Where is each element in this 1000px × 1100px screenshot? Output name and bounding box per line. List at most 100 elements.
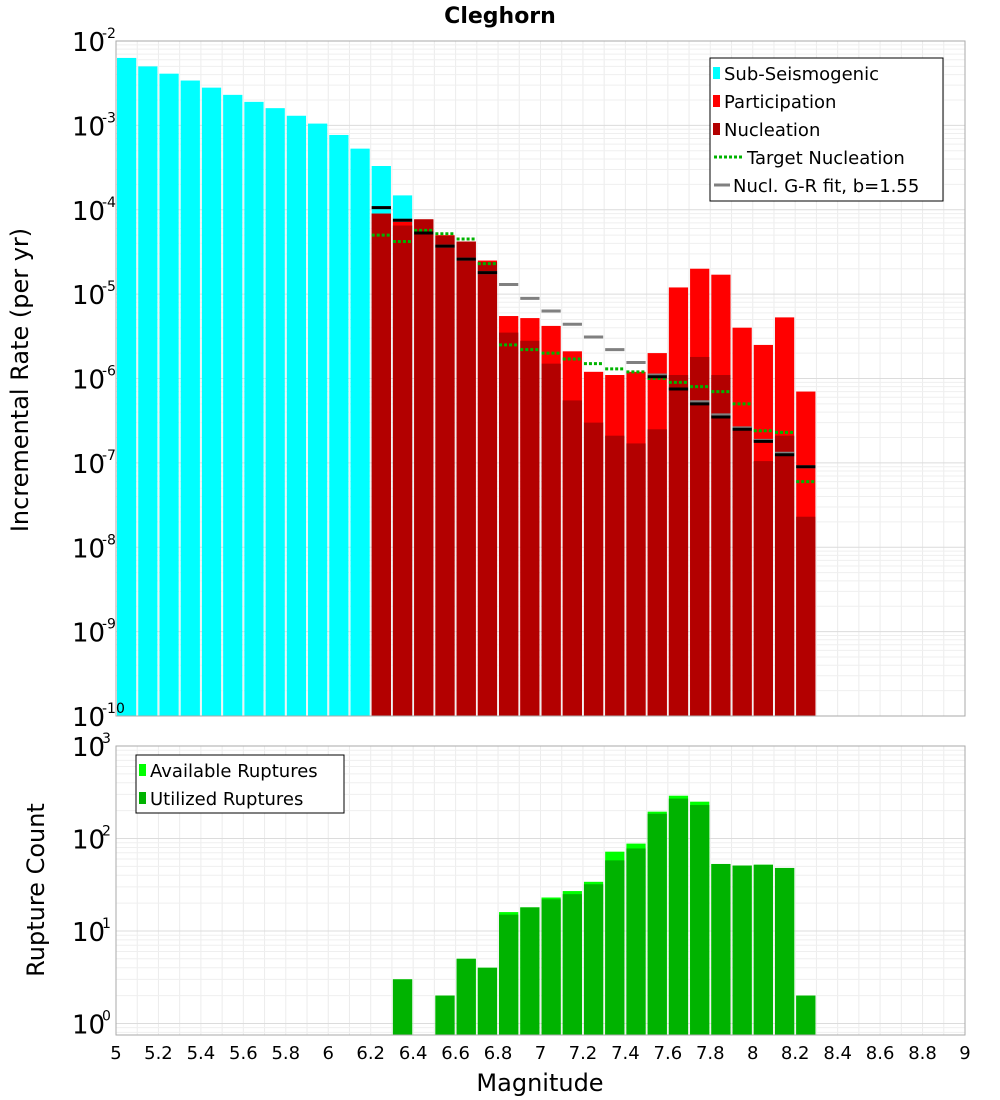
x-tick-label: 6 [323,1043,334,1064]
bar-sub-seismogenic [329,134,349,717]
bar-sub-seismogenic [244,101,264,716]
y-tick-label-base: 10 [72,28,105,58]
bar-utilized-ruptures [626,848,646,1035]
y-tick-label-base: 10 [72,918,105,948]
legend-label-utilized-ruptures: Utilized Ruptures [150,789,303,810]
bar-sub-seismogenic [201,87,222,716]
bar-nucleation [796,516,816,716]
x-tick-label: 5 [110,1043,121,1064]
y-tick-label-exponent: -8 [102,532,116,548]
y-tick-label-exponent: -9 [102,617,116,633]
bar-sub-seismogenic [138,66,158,716]
y-tick-label-base: 10 [72,1010,105,1040]
bar-utilized-ruptures [774,867,795,1035]
bar-sub-seismogenic [180,80,200,716]
count-plot-x-ticks: 5 5.2 5.4 5.6 5.8 6 6.2 6.4 6.6 6.8 7 7.2 7.4 7.6 7.8 8… [110,1043,970,1064]
y-tick-label-base: 10 [72,534,105,564]
bar-sub-seismogenic [223,94,243,716]
bar-sub-seismogenic [308,123,328,716]
x-tick-label: 6.2 [356,1043,385,1064]
rate-plot-legend-box [709,57,944,202]
bar-nucleation [583,422,604,716]
bar-utilized-ruptures [456,958,476,1035]
legend-swatch-sub-seismogenic [713,67,720,79]
bar-utilized-ruptures [732,865,752,1035]
x-tick-label: 7.4 [611,1043,640,1064]
count-plot-y-label: Rupture Count [22,803,50,977]
x-tick-label: 5.4 [187,1043,216,1064]
x-tick-label: 5.2 [144,1043,173,1064]
bar-utilized-ruptures [520,907,540,1035]
bar-nucleation [605,435,625,716]
bar-utilized-ruptures [690,805,710,1035]
bar-utilized-ruptures [796,995,816,1035]
bar-nucleation [711,375,731,716]
count-plot-x-label: Magnitude [476,1069,603,1097]
bar-nucleation [435,235,455,716]
x-tick-label: 8.8 [908,1043,937,1064]
bar-sub-seismogenic [350,148,370,716]
x-tick-label: 8.6 [866,1043,895,1064]
y-tick-label-exponent: 1 [102,916,111,932]
y-tick-label-base: 10 [72,281,105,311]
legend-swatch-nucleation [713,123,720,135]
count-plot-legend-box [135,754,345,814]
bar-nucleation [456,241,476,717]
bar-nucleation [562,400,582,716]
rate-plot-frame [115,40,966,717]
y-tick-label-exponent: -5 [102,279,116,295]
x-tick-label: 6.4 [399,1043,428,1064]
y-tick-label-base: 10 [72,825,105,855]
count-plot-legend: Available Ruptures Utilized Ruptures [135,754,345,814]
legend-label-participation: Participation [724,92,836,113]
legend-swatch-participation [713,95,720,107]
y-tick-label-exponent: -4 [102,195,116,211]
legend-label-target-nucleation: Target Nucleation [746,148,905,169]
bar-utilized-ruptures [583,884,604,1035]
y-tick-label-base: 10 [72,733,105,763]
bar-nucleation [499,332,519,716]
legend-swatch-available-ruptures [139,764,146,776]
legend-swatch-utilized-ruptures [139,792,146,804]
y-tick-label-exponent: -10 [102,701,125,717]
rate-plot-bars [117,57,816,717]
bar-sub-seismogenic [286,115,307,716]
x-tick-label: 9 [959,1043,970,1064]
x-tick-label: 8.4 [823,1043,852,1064]
x-tick-label: 8 [747,1043,758,1064]
bar-utilized-ruptures [668,798,689,1035]
y-tick-label-base: 10 [72,112,105,142]
count-plot-bars [392,795,816,1035]
bar-nucleation [414,219,434,717]
bar-nucleation [690,356,710,716]
rate-plot-y-label: Incremental Rate (per yr) [6,228,34,532]
bar-utilized-ruptures [477,967,498,1035]
bar-nucleation [520,340,540,716]
bar-utilized-ruptures [392,979,413,1035]
y-tick-label-exponent: -6 [102,364,116,380]
x-tick-label: 7.6 [654,1043,683,1064]
y-tick-label-exponent: 2 [102,823,111,839]
count-plot-frame [115,745,966,1036]
bar-utilized-ruptures [435,995,455,1035]
y-tick-label-exponent: -7 [102,448,116,464]
bar-sub-seismogenic [265,108,285,717]
bar-sub-seismogenic [159,73,179,716]
x-tick-label: 5.8 [271,1043,300,1064]
bar-nucleation [371,213,391,717]
bar-nucleation [774,435,795,716]
bar-utilized-ruptures [605,860,625,1035]
bar-nucleation [732,426,752,716]
y-tick-label-base: 10 [72,366,105,396]
bar-sub-seismogenic [117,57,137,716]
x-tick-label: 7.8 [696,1043,725,1064]
bar-nucleation [541,363,561,716]
legend-label-gr-fit: Nucl. G-R fit, b=1.55 [733,176,919,197]
bar-utilized-ruptures [711,863,731,1035]
x-tick-label: 6.6 [441,1043,470,1064]
x-tick-label: 5.6 [229,1043,258,1064]
